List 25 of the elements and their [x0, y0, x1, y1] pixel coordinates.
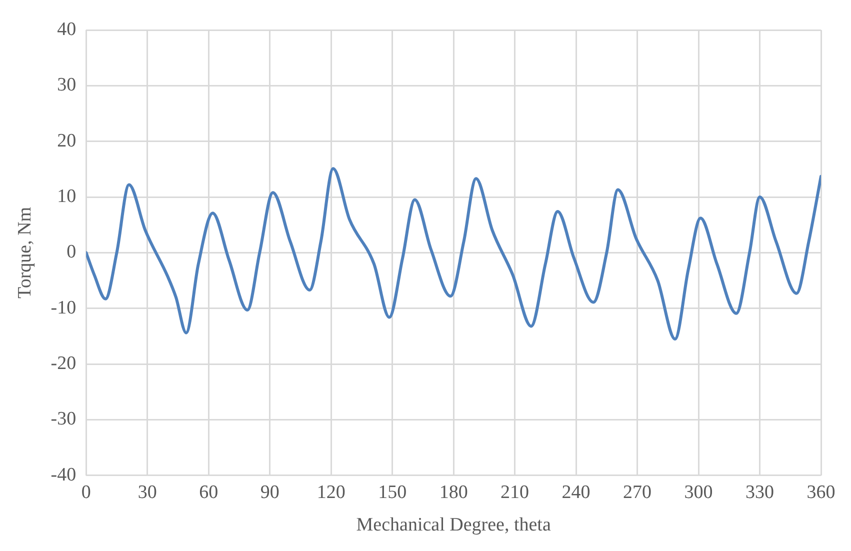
y-tick-label: 10	[57, 186, 76, 208]
y-tick-label: 20	[57, 130, 76, 152]
line-series	[86, 167, 821, 340]
x-tick-label: 0	[81, 482, 91, 503]
x-tick-label: 240	[562, 482, 590, 503]
y-tick-label: 0	[66, 242, 76, 263]
x-tick-label: 360	[806, 482, 836, 503]
x-tick-label: 210	[500, 482, 530, 503]
x-tick-label: 270	[623, 482, 652, 503]
x-tick-label: 30	[138, 482, 157, 503]
y-tick-label: -30	[50, 408, 76, 430]
y-tick-label: -10	[50, 297, 76, 318]
x-tick-label: 60	[199, 482, 218, 503]
x-tick-label: 120	[316, 482, 346, 503]
x-axis-title: Mechanical Degree, theta	[356, 514, 552, 536]
x-tick-label: 90	[260, 482, 280, 503]
y-tick-label: -40	[50, 464, 76, 486]
y-tick-label: -20	[50, 353, 76, 374]
x-tick-label: 180	[439, 482, 468, 503]
y-tick-label: 40	[57, 18, 76, 40]
x-tick-label: 300	[684, 482, 713, 503]
x-tick-label: 150	[378, 482, 407, 503]
y-axis-title: Torque, Nm	[14, 206, 36, 298]
x-tick-label: 330	[746, 482, 774, 503]
y-tick-label: 30	[57, 74, 76, 96]
